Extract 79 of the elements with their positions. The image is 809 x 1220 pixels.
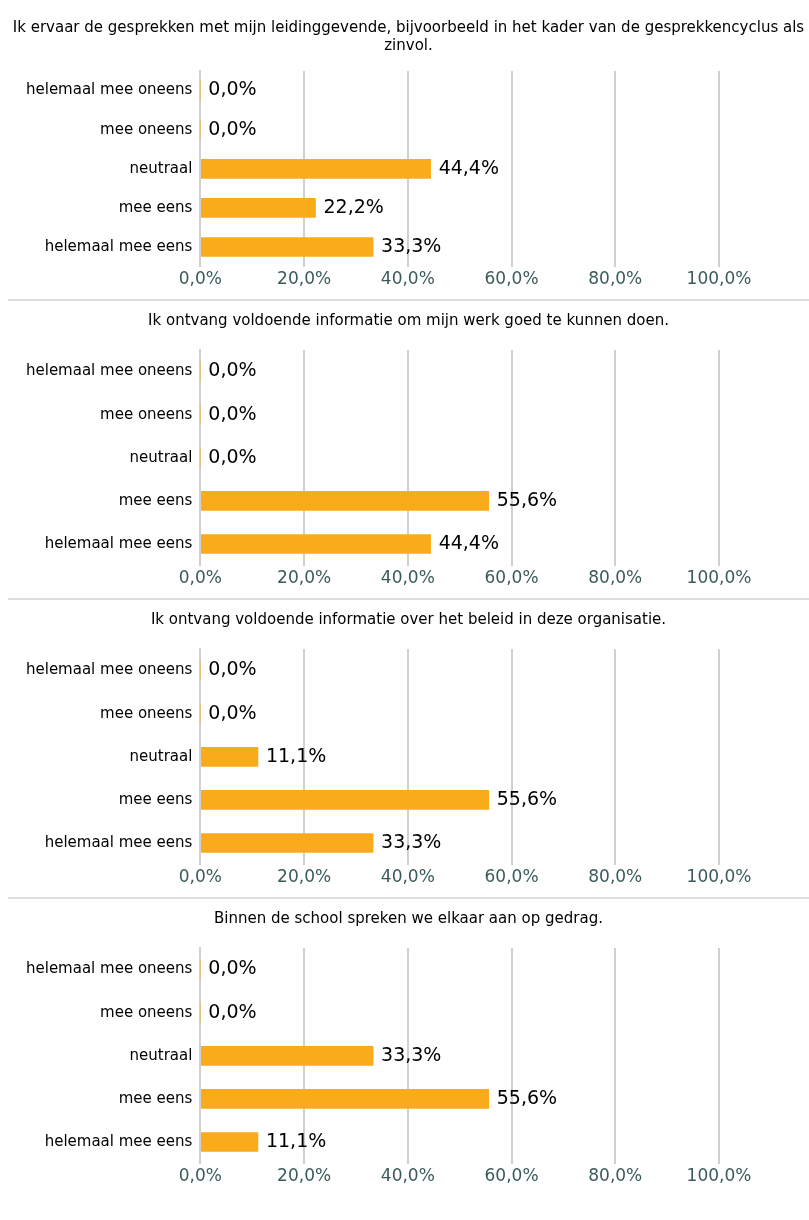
y-tick-label: helemaal mee oneens xyxy=(25,660,193,679)
data-label: 33,3% xyxy=(381,1042,442,1065)
y-tick-label: helemaal mee eens xyxy=(44,832,193,851)
chart-title: Ik ontvang voldoende informatie om mijn werk goed te kunnen doen. xyxy=(147,311,670,331)
x-tick-label: 100,0% xyxy=(686,866,752,887)
x-tick-label: 80,0% xyxy=(588,268,643,289)
bar xyxy=(201,158,431,179)
bar xyxy=(201,1089,490,1109)
x-tick-label: 80,0% xyxy=(588,866,643,887)
y-tick-label: mee eens xyxy=(118,490,193,509)
y-tick-label: mee eens xyxy=(118,1088,193,1107)
x-tick-label: 40,0% xyxy=(380,268,435,289)
bar xyxy=(201,790,490,810)
x-tick-label: 80,0% xyxy=(588,567,643,588)
y-tick-label: mee oneens xyxy=(100,119,193,138)
bar xyxy=(201,237,374,257)
data-label: 0,0% xyxy=(208,77,257,100)
bar xyxy=(201,198,316,218)
y-tick-label: helemaal mee oneens xyxy=(25,80,193,99)
x-tick-label: 20,0% xyxy=(277,1165,332,1186)
x-tick-label: 60,0% xyxy=(484,567,539,588)
bar xyxy=(201,1045,374,1066)
x-tick-label: 100,0% xyxy=(686,567,752,588)
x-tick-label: 40,0% xyxy=(380,1165,435,1186)
x-tick-label: 0,0% xyxy=(178,866,222,887)
data-label: 55,6% xyxy=(496,1085,558,1108)
chart-title: Binnen de school spreken we elkaar aan op gedrag. xyxy=(213,909,604,929)
x-tick-label: 20,0% xyxy=(277,567,332,588)
data-label: 0,0% xyxy=(208,999,257,1022)
data-label: 0,0% xyxy=(208,116,257,139)
bar xyxy=(201,746,259,767)
y-tick-label: mee eens xyxy=(118,789,193,808)
bar xyxy=(201,534,431,554)
x-tick-label: 60,0% xyxy=(484,1165,539,1186)
data-label: 33,3% xyxy=(381,829,442,852)
data-label: 55,6% xyxy=(496,786,558,809)
x-tick-label: 0,0% xyxy=(178,567,222,588)
y-tick-label: helemaal mee oneens xyxy=(25,361,193,380)
y-tick-label: helemaal mee oneens xyxy=(25,959,193,978)
chart-title: Ik ontvang voldoende informatie over het beleid in deze organisatie. xyxy=(149,610,668,630)
data-label: 11,1% xyxy=(265,1128,327,1151)
bar xyxy=(201,833,374,853)
x-tick-label: 100,0% xyxy=(686,268,752,289)
y-tick-label: mee oneens xyxy=(100,404,193,423)
data-label: 0,0% xyxy=(208,401,257,424)
data-label: 22,2% xyxy=(323,194,384,217)
y-tick-label: helemaal mee eens xyxy=(44,533,193,552)
y-tick-label: neutraal xyxy=(129,158,193,177)
y-tick-label: mee oneens xyxy=(100,1002,193,1021)
data-label: 0,0% xyxy=(208,358,257,381)
x-tick-label: 40,0% xyxy=(380,567,435,588)
y-tick-label: mee oneens xyxy=(100,703,193,722)
bar xyxy=(201,1132,259,1152)
data-label: 44,4% xyxy=(438,530,499,553)
data-label: 0,0% xyxy=(208,956,257,979)
data-label: 0,0% xyxy=(208,444,257,467)
x-tick-label: 20,0% xyxy=(277,268,332,289)
x-tick-label: 60,0% xyxy=(484,866,539,887)
data-label: 44,4% xyxy=(438,155,499,178)
chart-title: Ik ervaar de gesprekken met mijn leidinggevende, bijvoorbeeld in het kader van de gesprekkencyclus als zinvol. xyxy=(11,18,806,54)
y-tick-label: helemaal mee eens xyxy=(44,1131,193,1150)
x-tick-label: 100,0% xyxy=(686,1165,752,1186)
bar xyxy=(201,491,490,511)
y-tick-label: helemaal mee eens xyxy=(44,236,193,255)
x-tick-label: 40,0% xyxy=(380,866,435,887)
y-tick-label: mee eens xyxy=(118,197,193,216)
data-label: 55,6% xyxy=(496,487,558,510)
y-tick-label: neutraal xyxy=(129,746,193,765)
data-label: 11,1% xyxy=(265,743,327,766)
data-label: 0,0% xyxy=(208,657,257,680)
data-label: 0,0% xyxy=(208,700,257,723)
x-tick-label: 0,0% xyxy=(178,1165,222,1186)
data-label: 33,3% xyxy=(381,233,442,256)
x-tick-label: 20,0% xyxy=(277,866,332,887)
y-tick-label: neutraal xyxy=(129,1045,193,1064)
x-tick-label: 0,0% xyxy=(178,268,222,289)
x-tick-label: 80,0% xyxy=(588,1165,643,1186)
x-tick-label: 60,0% xyxy=(484,268,539,289)
y-tick-label: neutraal xyxy=(129,447,193,466)
